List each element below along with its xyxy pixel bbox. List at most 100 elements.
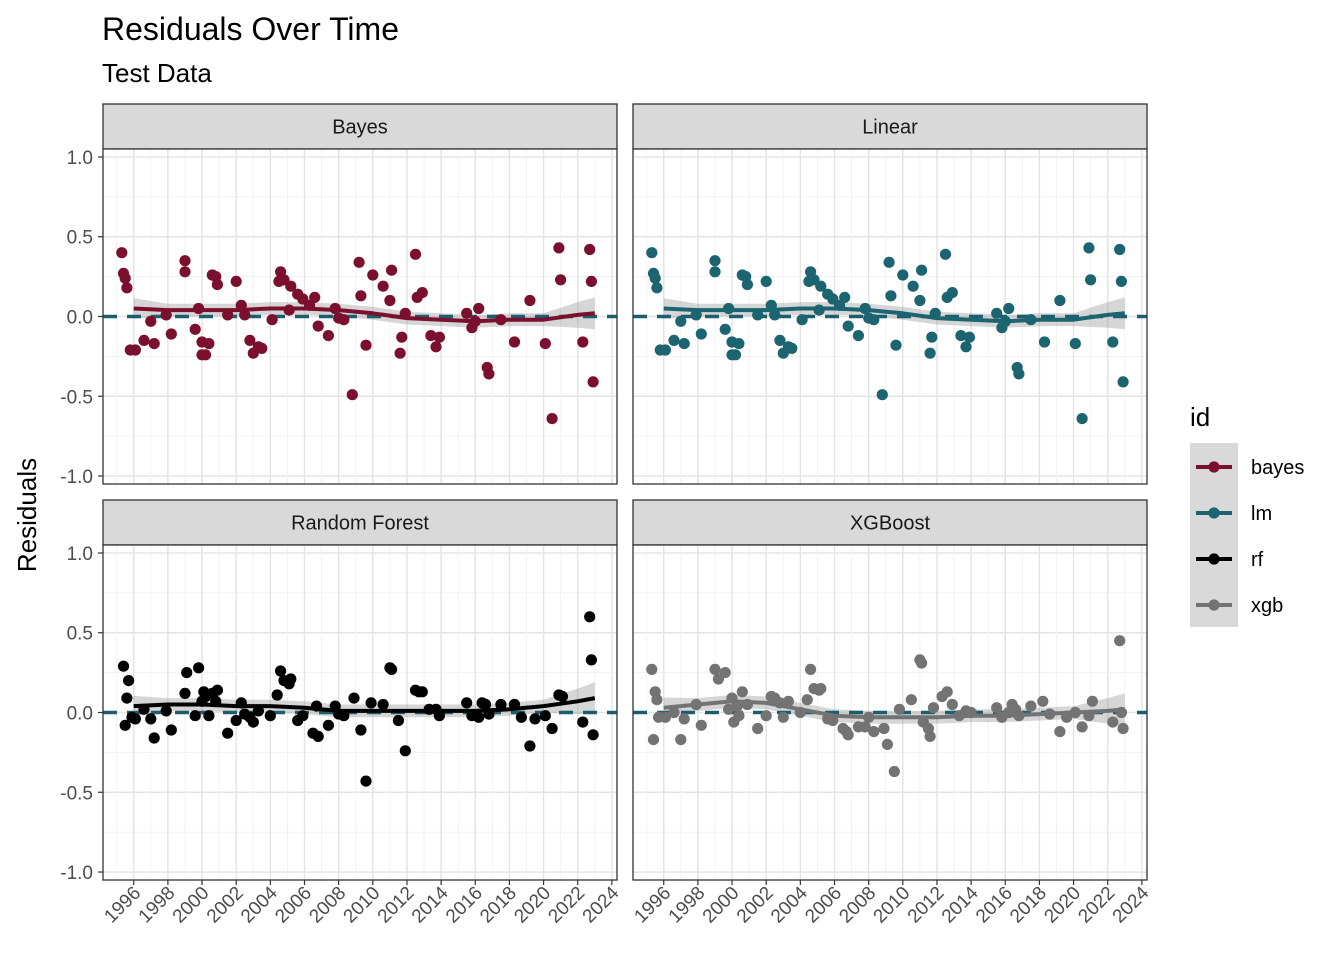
- data-point: [585, 275, 598, 287]
- data-point: [709, 255, 721, 267]
- data-point: [524, 294, 536, 307]
- data-point: [1038, 336, 1051, 348]
- data-point: [546, 413, 558, 425]
- data-point: [524, 740, 536, 752]
- data-point: [396, 331, 408, 343]
- data-point: [247, 716, 259, 728]
- data-points: [646, 242, 1129, 425]
- facet-strip-label: Random Forest: [291, 513, 429, 535]
- data-point: [377, 280, 389, 292]
- data-point: [905, 694, 917, 706]
- data-point: [878, 722, 890, 735]
- panel-border: [632, 148, 1148, 485]
- smooth-line: [133, 696, 596, 713]
- x-tick-label: 2010: [340, 883, 385, 928]
- data-point: [646, 663, 658, 676]
- data-point: [555, 274, 567, 286]
- data-point: [392, 714, 404, 727]
- data-point: [515, 711, 528, 723]
- data-point: [539, 338, 551, 350]
- data-point: [695, 328, 707, 340]
- data-point: [416, 686, 428, 698]
- data-point: [539, 710, 551, 722]
- panel-lm: Linear: [632, 103, 1148, 485]
- x-tick-label: 2000: [699, 883, 744, 928]
- panel-xgb: XGBoost199619982000200220042006200820102…: [630, 499, 1154, 928]
- data-point: [365, 697, 377, 709]
- data-points: [117, 611, 599, 787]
- data-point: [483, 368, 495, 380]
- data-point: [963, 331, 976, 343]
- x-tick-label: 1996: [630, 883, 675, 928]
- data-point: [230, 714, 242, 727]
- x-tick-label: 2014: [938, 882, 983, 927]
- data-point: [121, 282, 133, 294]
- data-point: [736, 686, 748, 698]
- data-point: [678, 713, 690, 725]
- data-point: [285, 673, 297, 685]
- data-point: [222, 727, 234, 739]
- data-point: [774, 334, 786, 346]
- data-point: [377, 698, 389, 711]
- legend-title: id: [1190, 402, 1210, 432]
- data-point: [659, 711, 672, 723]
- data-point: [752, 722, 764, 735]
- data-point: [839, 291, 851, 303]
- data-point: [651, 282, 663, 294]
- x-tick-label: 1998: [665, 883, 710, 928]
- data-point: [1083, 242, 1095, 254]
- y-tick-label: 1.0: [67, 544, 93, 565]
- data-point: [148, 338, 160, 350]
- data-point: [584, 243, 596, 256]
- smooth-line: [663, 306, 1125, 324]
- data-point: [360, 339, 372, 351]
- data-point: [1037, 695, 1049, 707]
- data-point: [946, 698, 958, 711]
- data-point: [876, 389, 888, 401]
- data-point: [916, 657, 928, 669]
- data-point: [145, 713, 157, 725]
- data-point: [1117, 722, 1129, 735]
- data-point: [1025, 700, 1037, 712]
- data-point: [165, 724, 177, 736]
- data-point: [322, 330, 334, 342]
- data-point: [888, 765, 900, 778]
- data-point: [733, 338, 745, 350]
- data-point: [1013, 368, 1025, 380]
- data-point: [805, 663, 817, 676]
- x-tick-label: 2002: [733, 883, 778, 928]
- x-tick-label: 2006: [271, 883, 316, 928]
- x-tick-label: 2018: [476, 883, 521, 928]
- data-point: [939, 248, 952, 260]
- data-point: [897, 269, 909, 281]
- data-point: [353, 256, 365, 268]
- data-point: [1107, 716, 1119, 728]
- y-tick-label: -1.0: [60, 863, 93, 884]
- x-tick-label: 2018: [1006, 883, 1051, 928]
- data-point: [577, 716, 589, 728]
- data-point: [815, 683, 827, 695]
- data-point: [782, 695, 795, 707]
- data-point: [890, 339, 902, 351]
- data-point: [842, 320, 854, 332]
- data-point: [1085, 274, 1097, 286]
- data-point: [556, 690, 569, 703]
- data-point: [160, 705, 172, 717]
- data-point: [425, 330, 437, 342]
- data-point: [719, 323, 731, 335]
- data-point: [179, 687, 191, 700]
- data-point: [355, 290, 367, 302]
- data-point: [121, 692, 133, 704]
- data-point: [1114, 635, 1126, 647]
- data-point: [433, 331, 445, 343]
- data-point: [885, 290, 897, 302]
- legend-label: rf: [1251, 549, 1264, 571]
- data-point: [659, 344, 672, 356]
- data-point: [777, 711, 789, 723]
- data-point: [646, 247, 658, 259]
- data-point: [907, 280, 919, 292]
- data-point: [868, 314, 880, 326]
- data-point: [203, 338, 215, 350]
- data-point: [199, 349, 212, 361]
- data-point: [123, 675, 135, 687]
